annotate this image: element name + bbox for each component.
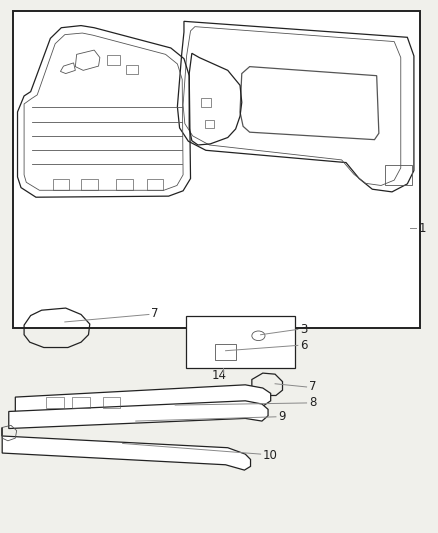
Polygon shape — [9, 401, 268, 429]
Bar — [126, 65, 138, 74]
Bar — [103, 397, 120, 408]
Bar — [215, 344, 236, 360]
Bar — [205, 120, 214, 128]
Bar — [72, 397, 90, 408]
Text: 14: 14 — [212, 369, 226, 382]
Bar — [385, 165, 412, 185]
Bar — [13, 11, 420, 328]
Bar — [186, 316, 295, 368]
Bar — [53, 179, 69, 190]
Bar — [147, 179, 163, 190]
Polygon shape — [15, 385, 271, 417]
Text: 3: 3 — [300, 323, 307, 336]
Bar — [107, 55, 120, 65]
Polygon shape — [2, 427, 251, 470]
Text: 8: 8 — [309, 397, 316, 409]
Text: 7: 7 — [309, 381, 316, 393]
Bar — [46, 397, 64, 408]
Text: 6: 6 — [300, 339, 307, 352]
Text: 10: 10 — [263, 449, 278, 462]
Bar — [81, 179, 98, 190]
Text: 7: 7 — [151, 307, 159, 320]
Text: 9: 9 — [278, 410, 286, 423]
Bar — [116, 179, 133, 190]
Bar — [201, 98, 211, 107]
Text: 1: 1 — [418, 222, 426, 235]
